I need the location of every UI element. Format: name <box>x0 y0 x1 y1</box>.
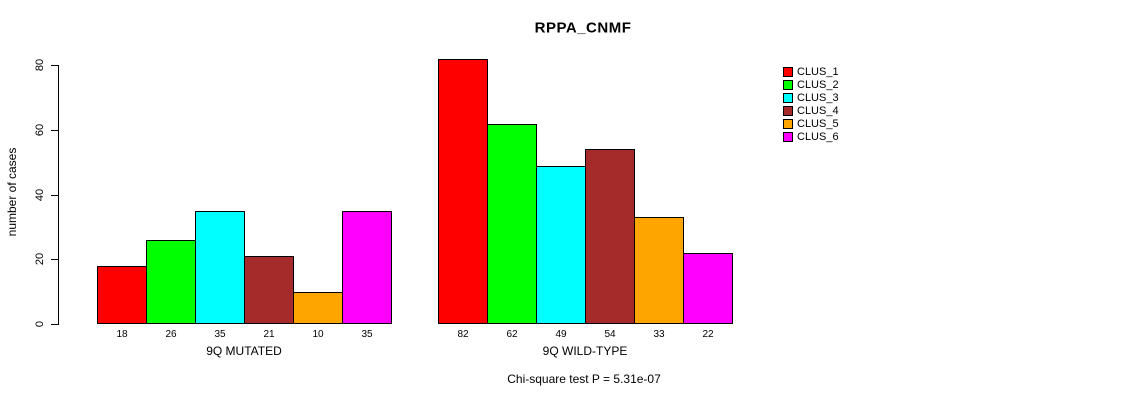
legend-swatch-clus_1 <box>783 67 793 77</box>
y-tick-label: 60 <box>34 123 46 137</box>
y-tick-mark <box>51 130 58 132</box>
bar-value-label: 10 <box>312 329 324 340</box>
legend-label: CLUS_4 <box>797 105 839 117</box>
legend-item-clus_4: CLUS_4 <box>783 105 839 117</box>
bar-clus_3 <box>536 166 586 324</box>
bar-value-label: 62 <box>506 329 518 340</box>
y-tick-label: 20 <box>34 253 46 266</box>
legend-label: CLUS_5 <box>797 118 839 130</box>
bar-clus_6 <box>683 253 733 324</box>
bar-value-label: 33 <box>653 329 665 340</box>
legend-label: CLUS_1 <box>797 66 839 78</box>
legend-item-clus_6: CLUS_6 <box>783 131 839 143</box>
bar-value-label: 26 <box>165 329 177 340</box>
legend-swatch-clus_3 <box>783 93 793 103</box>
y-tick-mark <box>51 65 58 67</box>
chart-title: RPPA_CNMF <box>534 19 632 37</box>
y-tick-mark <box>51 259 58 261</box>
bar-value-label: 35 <box>214 329 226 340</box>
y-tick-mark <box>51 194 58 196</box>
chi-square-annotation: Chi-square test P = 5.31e-07 <box>507 372 661 386</box>
y-axis-line <box>58 65 59 325</box>
bar-value-label: 82 <box>457 329 469 340</box>
bar-clus_4 <box>585 149 635 324</box>
bar-value-label: 49 <box>555 329 567 340</box>
bar-value-label: 54 <box>604 329 616 340</box>
bar-value-label: 22 <box>702 329 714 340</box>
bar-clus_3 <box>195 211 245 324</box>
legend-swatch-clus_6 <box>783 132 793 142</box>
legend-swatch-clus_4 <box>783 106 793 116</box>
bar-clus_5 <box>293 292 343 324</box>
bar-clus_4 <box>244 256 294 324</box>
group-label-9q-mutated: 9Q MUTATED <box>206 344 282 358</box>
bar-clus_6 <box>342 211 392 324</box>
bar-clus_1 <box>97 266 147 324</box>
bar-clus_5 <box>634 217 684 324</box>
y-tick-mark <box>51 324 58 325</box>
bar-clus_1 <box>438 59 488 324</box>
legend-label: CLUS_6 <box>797 131 839 143</box>
group-label-9q-wild-type: 9Q WILD-TYPE <box>542 344 628 358</box>
bar-clus_2 <box>487 124 537 324</box>
legend-item-clus_5: CLUS_5 <box>783 118 839 130</box>
bar-value-label: 35 <box>361 329 373 340</box>
y-axis-label: number of cases <box>5 147 19 237</box>
y-tick-label: 0 <box>34 320 46 328</box>
legend-item-clus_3: CLUS_3 <box>783 92 839 104</box>
legend-item-clus_1: CLUS_1 <box>783 66 839 78</box>
bar-value-label: 18 <box>116 329 128 340</box>
legend-swatch-clus_2 <box>783 80 793 90</box>
legend-swatch-clus_5 <box>783 119 793 129</box>
bar-value-label: 21 <box>263 329 275 340</box>
y-tick-label: 40 <box>34 188 46 201</box>
legend-label: CLUS_2 <box>797 79 839 91</box>
legend-label: CLUS_3 <box>797 92 839 104</box>
legend-item-clus_2: CLUS_2 <box>783 79 839 91</box>
y-tick-label: 80 <box>34 59 46 72</box>
bar-clus_2 <box>146 240 196 324</box>
